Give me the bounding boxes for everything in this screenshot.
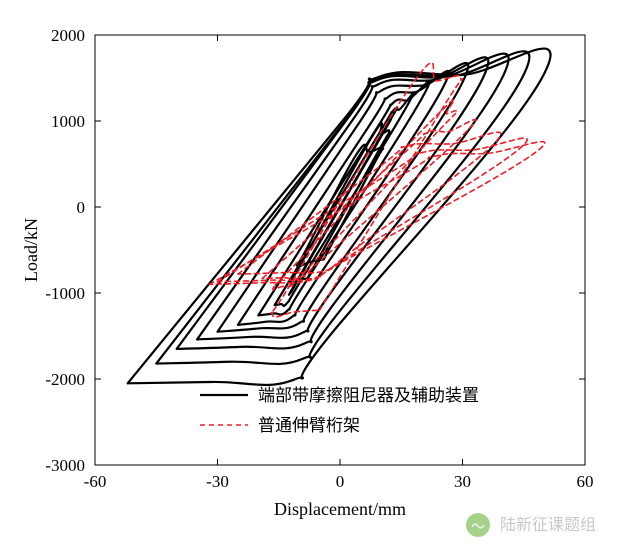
- svg-text:-1000: -1000: [45, 284, 85, 303]
- svg-text:-60: -60: [84, 472, 107, 491]
- svg-text:0: 0: [77, 198, 86, 217]
- svg-text:60: 60: [577, 472, 594, 491]
- hysteresis-chart: -60 -30 0 30 60 -3000 -2000 -1000 0 1000 2000 Displ…: [0, 0, 640, 560]
- legend-label: 端部带摩擦阻尼器及辅助装置: [258, 386, 479, 405]
- y-axis-label: Load/kN: [21, 218, 41, 282]
- svg-text:-2000: -2000: [45, 370, 85, 389]
- svg-text:-30: -30: [206, 472, 229, 491]
- svg-text:0: 0: [336, 472, 345, 491]
- svg-text:30: 30: [454, 472, 471, 491]
- watermark-text: 陆新征课题组: [500, 516, 596, 534]
- x-axis-label: Displacement/mm: [274, 499, 406, 519]
- legend-label: 普通伸臂桁架: [258, 416, 360, 435]
- svg-text:2000: 2000: [51, 26, 85, 45]
- chart-svg: -60 -30 0 30 60 -3000 -2000 -1000 0 1000 2000 Displ…: [0, 0, 640, 560]
- svg-text:1000: 1000: [51, 112, 85, 131]
- svg-text:-3000: -3000: [45, 456, 85, 475]
